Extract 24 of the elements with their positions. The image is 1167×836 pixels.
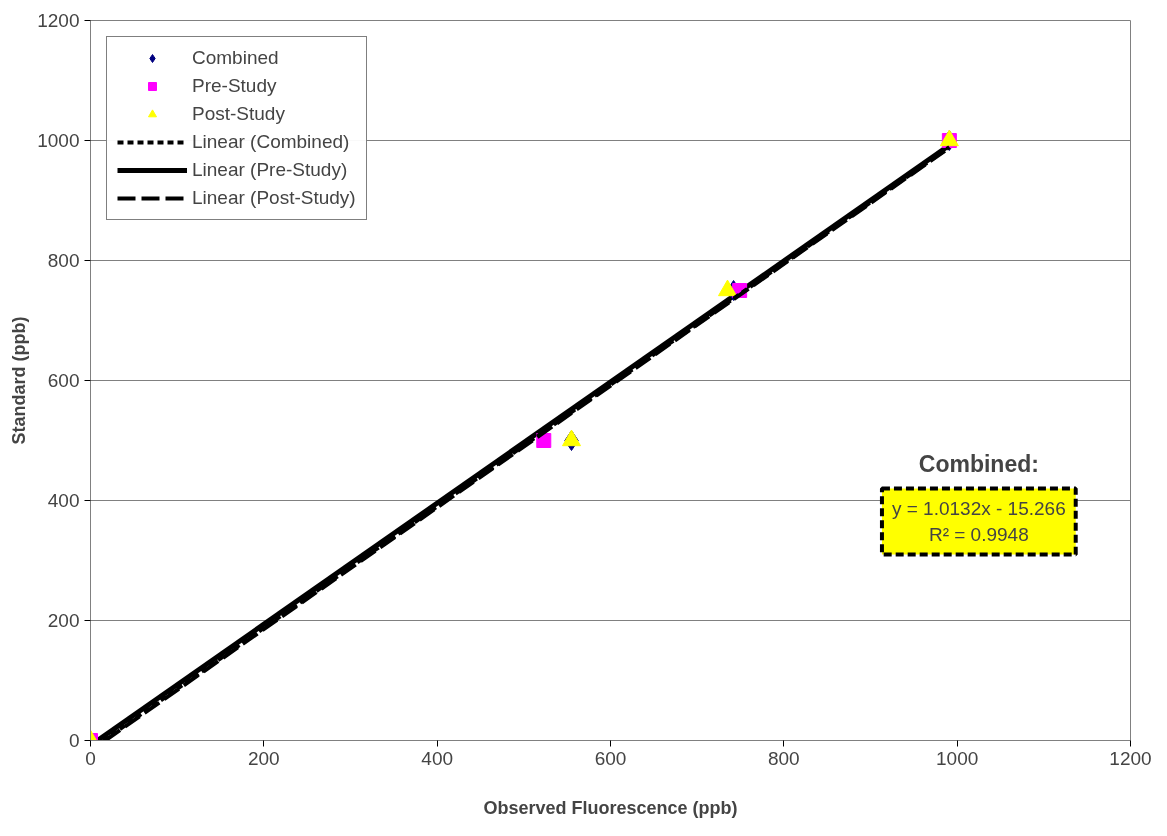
y-tick-label: 400 bbox=[47, 490, 80, 511]
annotation: y = 1.0132x - 15.266 R² = 0.9948 bbox=[891, 498, 1066, 545]
x-axis-title: Observed Fluorescence (ppb) bbox=[483, 797, 738, 818]
x-tick-label: 800 bbox=[767, 747, 800, 769]
y-tick-label: 600 bbox=[47, 370, 80, 391]
legend-label: Linear (Pre-Study) bbox=[192, 159, 348, 181]
y-tick-label: 1000 bbox=[37, 130, 80, 151]
y-tick-label: 0 bbox=[68, 730, 80, 751]
legend-label: Combined bbox=[192, 47, 279, 69]
annotation: Combined: bbox=[918, 450, 1039, 477]
legend-label: Post-Study bbox=[192, 103, 285, 125]
x-tick-label: 1200 bbox=[1109, 747, 1152, 769]
x-tick-label: 200 bbox=[247, 747, 280, 769]
y-tick-label: 800 bbox=[47, 250, 80, 271]
legend-label: Linear (Post-Study) bbox=[192, 187, 356, 209]
x-tick-label: 400 bbox=[421, 747, 454, 769]
y-tick-label: 1200 bbox=[37, 10, 80, 31]
legend-label: Linear (Combined) bbox=[192, 131, 350, 153]
x-tick-label: 600 bbox=[594, 747, 627, 769]
y-axis-title: Standard (ppb) bbox=[9, 316, 30, 445]
x-tick-label: 1000 bbox=[936, 747, 979, 769]
legend-label: Pre-Study bbox=[192, 75, 277, 97]
y-tick-label: 200 bbox=[47, 610, 80, 631]
x-tick-label: 0 bbox=[85, 747, 96, 769]
